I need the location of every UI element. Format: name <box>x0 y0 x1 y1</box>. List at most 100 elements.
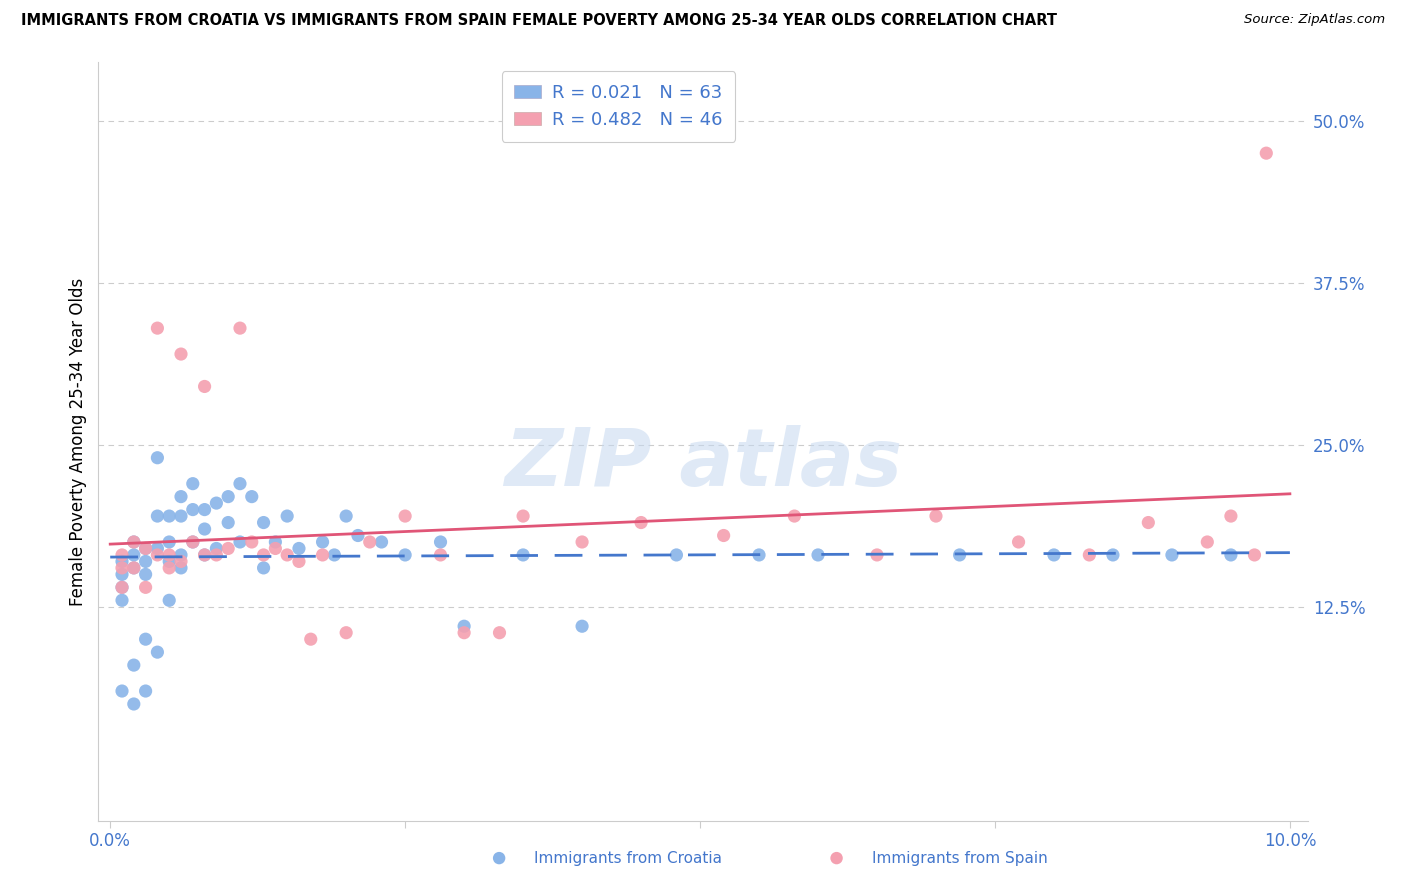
Point <box>111 567 134 582</box>
Point <box>299 632 322 647</box>
Point <box>181 535 204 549</box>
Point <box>194 548 217 562</box>
Point <box>157 561 180 575</box>
Point <box>146 548 169 562</box>
Point <box>1007 535 1029 549</box>
Point <box>335 625 357 640</box>
Point <box>170 554 193 568</box>
Point <box>135 541 157 556</box>
Point <box>807 548 830 562</box>
Point <box>135 567 157 582</box>
Point <box>181 502 204 516</box>
Point <box>122 535 145 549</box>
Point <box>429 535 451 549</box>
Point <box>170 490 193 504</box>
Point <box>370 535 392 549</box>
Point <box>1197 535 1219 549</box>
Point <box>512 509 534 524</box>
Point <box>111 580 134 594</box>
Point <box>135 541 157 556</box>
Point <box>122 561 145 575</box>
Point <box>122 548 145 562</box>
Legend: R = 0.021   N = 63, R = 0.482   N = 46: R = 0.021 N = 63, R = 0.482 N = 46 <box>502 71 735 142</box>
Point <box>429 548 451 562</box>
Point <box>146 450 169 465</box>
Point <box>323 548 346 562</box>
Text: ZIP atlas: ZIP atlas <box>503 425 903 503</box>
Point <box>205 541 228 556</box>
Text: Source: ZipAtlas.com: Source: ZipAtlas.com <box>1244 13 1385 27</box>
Point <box>122 535 145 549</box>
Point <box>122 561 145 575</box>
Point <box>783 509 806 524</box>
Point <box>488 851 510 865</box>
Point <box>157 535 180 549</box>
Point <box>311 548 333 562</box>
Point <box>217 490 239 504</box>
Point <box>1219 509 1241 524</box>
Point <box>157 554 180 568</box>
Point <box>276 548 298 562</box>
Point <box>488 625 510 640</box>
Point <box>665 548 688 562</box>
Point <box>111 548 134 562</box>
Point <box>713 528 735 542</box>
Point <box>948 548 970 562</box>
Point <box>122 658 145 673</box>
Point <box>170 509 193 524</box>
Point <box>217 516 239 530</box>
Point <box>1256 146 1278 161</box>
Point <box>240 490 263 504</box>
Point <box>111 593 134 607</box>
Point <box>205 548 228 562</box>
Point <box>135 632 157 647</box>
Point <box>146 541 169 556</box>
Point <box>264 541 287 556</box>
Point <box>453 619 475 633</box>
Point <box>170 347 193 361</box>
Point <box>181 476 204 491</box>
Point <box>157 509 180 524</box>
Text: IMMIGRANTS FROM CROATIA VS IMMIGRANTS FROM SPAIN FEMALE POVERTY AMONG 25-34 YEAR: IMMIGRANTS FROM CROATIA VS IMMIGRANTS FR… <box>21 13 1057 29</box>
Point <box>122 697 145 711</box>
Point <box>359 535 381 549</box>
Text: Immigrants from Spain: Immigrants from Spain <box>872 851 1047 865</box>
Point <box>194 379 217 393</box>
Point <box>925 509 948 524</box>
Point <box>252 561 274 575</box>
Point <box>217 541 239 556</box>
Point <box>630 516 652 530</box>
Text: Immigrants from Croatia: Immigrants from Croatia <box>534 851 723 865</box>
Point <box>170 561 193 575</box>
Point <box>170 548 193 562</box>
Point <box>181 535 204 549</box>
Point <box>512 548 534 562</box>
Point <box>453 625 475 640</box>
Point <box>146 321 169 335</box>
Point <box>194 502 217 516</box>
Point <box>394 509 416 524</box>
Point <box>157 593 180 607</box>
Point <box>252 548 274 562</box>
Point <box>229 535 252 549</box>
Point <box>135 580 157 594</box>
Point <box>1078 548 1101 562</box>
Point <box>229 476 252 491</box>
Point <box>229 321 252 335</box>
Point <box>264 535 287 549</box>
Point <box>111 554 134 568</box>
Point <box>571 535 593 549</box>
Point <box>288 554 311 568</box>
Point <box>1137 516 1160 530</box>
Point <box>571 619 593 633</box>
Point <box>111 561 134 575</box>
Point <box>135 684 157 698</box>
Point <box>1043 548 1066 562</box>
Point <box>111 684 134 698</box>
Point <box>240 535 263 549</box>
Point <box>748 548 770 562</box>
Point <box>1219 548 1241 562</box>
Point <box>1102 548 1125 562</box>
Point <box>205 496 228 510</box>
Point <box>311 535 333 549</box>
